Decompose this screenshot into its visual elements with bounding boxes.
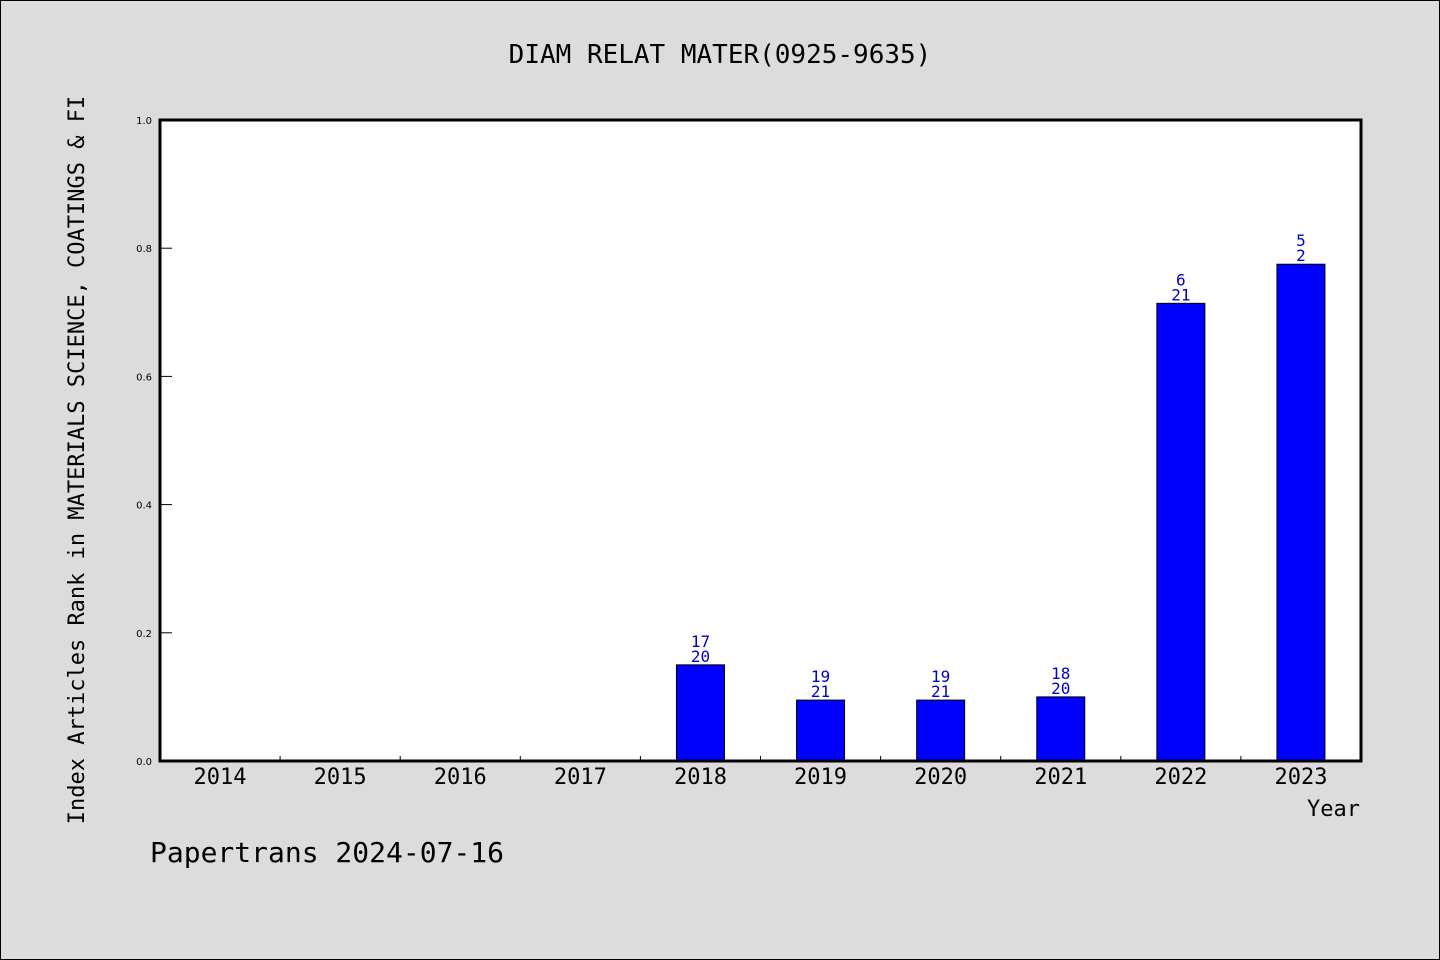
data-label-total: 21 <box>1171 285 1190 304</box>
y-axis-label: Index Articles Rank in MATERIALS SCIENCE… <box>65 96 90 824</box>
data-label-rank: 17 <box>691 632 710 651</box>
data-label-total: 2 <box>1296 246 1306 265</box>
data-label-rank: 5 <box>1296 231 1306 250</box>
data-label-total: 21 <box>811 682 830 701</box>
footer-text: Papertrans 2024-07-16 <box>150 836 504 869</box>
data-label-rank: 18 <box>1051 664 1070 683</box>
y-tick-label: 0.4 <box>136 501 152 512</box>
y-tick-label: 1.0 <box>136 116 152 127</box>
data-label-rank: 6 <box>1176 270 1186 289</box>
x-axis-label: Year <box>1307 797 1360 822</box>
x-tick-label: 2017 <box>554 765 607 790</box>
x-tick-label: 2020 <box>914 765 967 790</box>
x-tick-label: 2023 <box>1274 765 1327 790</box>
x-tick-label: 2022 <box>1154 765 1207 790</box>
x-tick-label: 2018 <box>674 765 727 790</box>
y-tick-label: 0.2 <box>136 629 152 640</box>
bar <box>1036 696 1086 762</box>
y-tick-label: 0.8 <box>136 244 152 255</box>
data-label-rank: 19 <box>931 667 950 686</box>
x-tick-label: 2014 <box>194 765 247 790</box>
bar <box>916 699 966 762</box>
y-tick-label: 0.6 <box>136 372 152 383</box>
data-label-rank: 19 <box>811 667 830 686</box>
x-tick-label: 2019 <box>794 765 847 790</box>
bar <box>675 664 725 762</box>
chart-title: DIAM RELAT MATER(0925-9635) <box>509 40 932 70</box>
x-tick-label: 2021 <box>1034 765 1087 790</box>
data-label-total: 20 <box>691 647 710 666</box>
bar <box>796 699 846 762</box>
x-tick-label: 2015 <box>314 765 367 790</box>
data-label-total: 21 <box>931 682 950 701</box>
y-tick-label: 0.0 <box>136 757 152 768</box>
x-tick-label: 2016 <box>434 765 487 790</box>
data-label-total: 20 <box>1051 679 1070 698</box>
bar <box>1276 263 1326 762</box>
bar <box>1156 302 1206 762</box>
plot-border <box>158 118 1363 763</box>
